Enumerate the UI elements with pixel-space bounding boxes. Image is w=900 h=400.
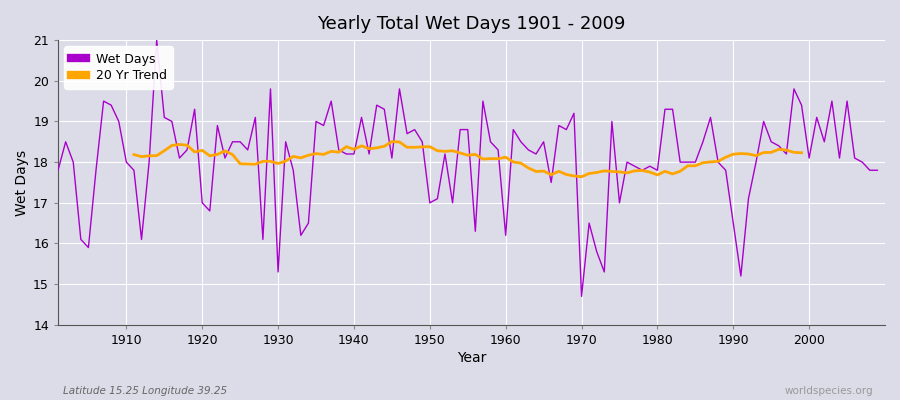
20 Yr Trend	[735, 151, 746, 156]
20 Yr Trend	[394, 140, 405, 144]
20 Yr Trend	[478, 157, 489, 162]
Title: Yearly Total Wet Days 1901 - 2009: Yearly Total Wet Days 1901 - 2009	[318, 15, 626, 33]
Wet Days	[607, 119, 617, 124]
Wet Days	[872, 168, 883, 173]
Wet Days	[151, 38, 162, 42]
Wet Days	[333, 148, 344, 152]
Legend: Wet Days, 20 Yr Trend: Wet Days, 20 Yr Trend	[64, 46, 173, 89]
Text: worldspecies.org: worldspecies.org	[785, 386, 873, 396]
Wet Days	[508, 127, 518, 132]
20 Yr Trend	[197, 148, 208, 153]
20 Yr Trend	[266, 159, 276, 164]
Wet Days	[113, 119, 124, 124]
20 Yr Trend	[212, 152, 223, 157]
Y-axis label: Wet Days: Wet Days	[15, 149, 29, 216]
20 Yr Trend	[386, 139, 397, 144]
Line: 20 Yr Trend: 20 Yr Trend	[134, 142, 802, 177]
Text: Latitude 15.25 Longitude 39.25: Latitude 15.25 Longitude 39.25	[63, 386, 227, 396]
Line: Wet Days: Wet Days	[58, 40, 877, 296]
Wet Days	[288, 168, 299, 173]
Wet Days	[576, 294, 587, 299]
20 Yr Trend	[576, 174, 587, 179]
X-axis label: Year: Year	[457, 351, 486, 365]
Wet Days	[53, 168, 64, 173]
20 Yr Trend	[796, 150, 807, 155]
20 Yr Trend	[129, 152, 140, 157]
Wet Days	[500, 233, 511, 238]
